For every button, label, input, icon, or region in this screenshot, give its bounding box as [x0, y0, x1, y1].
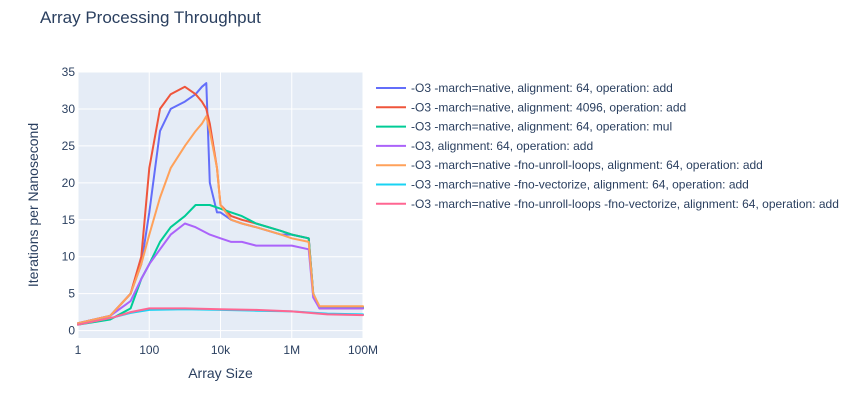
legend-item[interactable]: -O3 -march=native, alignment: 64, operat…: [376, 120, 672, 134]
legend-label: -O3 -march=native, alignment: 64, operat…: [411, 120, 672, 134]
y-tick-label: 35: [62, 65, 76, 79]
legend-label: -O3 -march=native, alignment: 64, operat…: [411, 81, 673, 95]
x-axis-label: Array Size: [188, 365, 253, 381]
legend-label: -O3, alignment: 64, operation: add: [411, 139, 593, 153]
legend-label: -O3 -march=native -fno-unroll-loops, ali…: [411, 158, 763, 172]
x-tick-label: 10k: [211, 343, 231, 357]
y-tick-label: 25: [62, 139, 76, 153]
y-tick-label: 15: [62, 213, 76, 227]
x-tick-label: 1M: [283, 343, 300, 357]
y-tick-label: 10: [62, 250, 76, 264]
legend: -O3 -march=native, alignment: 64, operat…: [376, 81, 839, 211]
x-tick-label: 100M: [348, 343, 378, 357]
y-tick-label: 30: [62, 102, 76, 116]
legend-label: -O3 -march=native -fno-unroll-loops -fno…: [411, 197, 839, 211]
y-tick-label: 0: [68, 324, 75, 338]
legend-label: -O3 -march=native, alignment: 4096, oper…: [411, 100, 686, 114]
legend-label: -O3 -march=native -fno-vectorize, alignm…: [411, 178, 749, 192]
axis-ticks: 0 5 10 15 20 25 30 35 1 100 10k 1M 100M: [62, 65, 378, 357]
y-tick-label: 5: [68, 287, 75, 301]
series-lines: [77, 82, 364, 326]
legend-item[interactable]: -O3 -march=native -fno-vectorize, alignm…: [376, 178, 749, 192]
series-line[interactable]: [77, 307, 364, 326]
legend-item[interactable]: -O3, alignment: 64, operation: add: [376, 139, 593, 153]
x-tick-label: 100: [139, 343, 159, 357]
legend-item[interactable]: -O3 -march=native, alignment: 64, operat…: [376, 81, 673, 95]
legend-item[interactable]: -O3 -march=native -fno-unroll-loops -fno…: [376, 197, 839, 211]
series-line[interactable]: [77, 115, 364, 325]
legend-item[interactable]: -O3 -march=native -fno-unroll-loops, ali…: [376, 158, 763, 172]
chart-title: Array Processing Throughput: [40, 8, 261, 27]
y-axis-label: Iterations per Nanosecond: [25, 123, 41, 287]
y-tick-label: 20: [62, 176, 76, 190]
x-tick-label: 1: [75, 343, 82, 357]
legend-item[interactable]: -O3 -march=native, alignment: 4096, oper…: [376, 100, 686, 114]
